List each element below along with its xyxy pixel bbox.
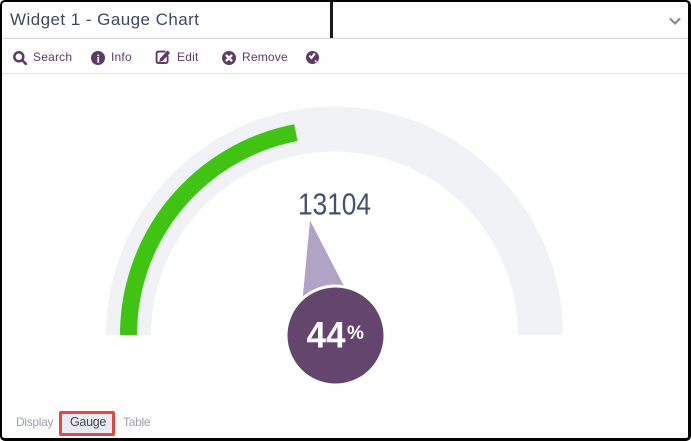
svg-text:44: 44 bbox=[307, 315, 346, 356]
svg-text:i: i bbox=[97, 53, 101, 65]
svg-text:%: % bbox=[347, 323, 364, 344]
svg-text:13104: 13104 bbox=[298, 187, 371, 222]
